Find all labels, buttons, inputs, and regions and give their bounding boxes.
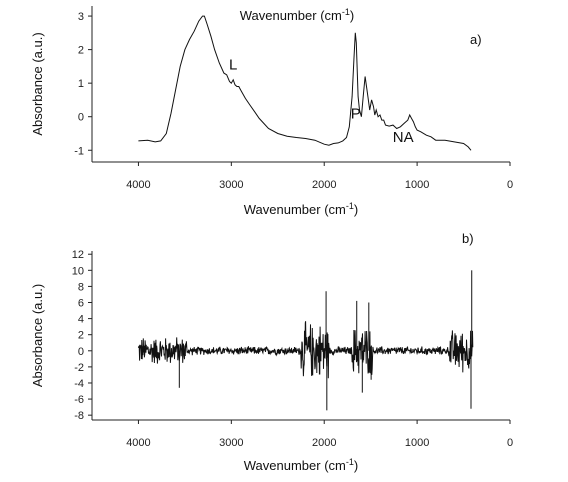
top-wavenumber-label: Wavenumber (cm-1) (240, 7, 354, 23)
x-tick-label: 2000 (312, 437, 336, 449)
annotation-label: L (229, 57, 237, 74)
x-axis-title-text: Wavenumber (cm (244, 202, 346, 217)
y-tick-label: -6 (74, 394, 84, 406)
top-wavenumber-label-close: ) (350, 8, 354, 23)
y-tick-label: 0 (78, 112, 84, 124)
y-axis-title: Absorbance (a.u.) (30, 32, 45, 135)
y-tick-label: 6 (78, 298, 84, 310)
panel-a: 4000 3000 2000 1000 0 -1 0 1 2 3 Absorbance (a.u.)… (30, 6, 513, 217)
x-axis-title-sup: -1 (346, 201, 354, 211)
x-tick-label: 0 (507, 179, 513, 191)
y-tick-label: 8 (78, 281, 84, 293)
annotation-label: P (351, 105, 361, 122)
y-tick-label: 0 (78, 346, 84, 358)
y-tick-label: 10 (72, 265, 84, 277)
panel-label: b) (462, 231, 474, 246)
y-tick-label: -8 (74, 410, 84, 422)
x-tick-label: 3000 (219, 437, 243, 449)
y-tick-label: -1 (74, 145, 84, 157)
top-wavenumber-label-text: Wavenumber (cm (240, 8, 342, 23)
y-tick-label: 1 (78, 78, 84, 90)
x-axis-title: Wavenumber (cm-1) (244, 201, 358, 217)
y-tick-label: 2 (78, 330, 84, 342)
x-tick-label: 4000 (126, 179, 150, 191)
x-axis-title-close: ) (354, 458, 358, 473)
y-tick-label: 3 (78, 11, 84, 23)
x-tick-label: 2000 (312, 179, 336, 191)
panel-label: a) (470, 32, 482, 47)
y-tick-label: 4 (78, 314, 84, 326)
spectrum-line (138, 15, 472, 151)
x-axis-title-text: Wavenumber (cm (244, 458, 346, 473)
x-axis-title: Wavenumber (cm-1) (244, 457, 358, 473)
top-wavenumber-label-sup: -1 (342, 7, 350, 17)
y-tick-label: 2 (78, 45, 84, 57)
y-tick-label: 12 (72, 249, 84, 261)
x-tick-label: 1000 (405, 179, 429, 191)
x-tick-label: 1000 (405, 437, 429, 449)
x-axis-title-sup: -1 (346, 457, 354, 467)
annotation-label: NA (393, 129, 414, 146)
y-axis-title: Absorbance (a.u.) (30, 284, 45, 387)
x-tick-label: 4000 (126, 437, 150, 449)
panel-b: 4000 3000 2000 1000 0 -8 -6 -4 -2 0 2 4 6 8 10 12 Absorb… (30, 231, 513, 473)
difference-spectrum-line (137, 321, 474, 379)
x-axis-title-close: ) (354, 202, 358, 217)
y-tick-label: -4 (74, 378, 84, 390)
x-tick-label: 3000 (219, 179, 243, 191)
y-tick-label: -2 (74, 362, 84, 374)
x-tick-label: 0 (507, 437, 513, 449)
